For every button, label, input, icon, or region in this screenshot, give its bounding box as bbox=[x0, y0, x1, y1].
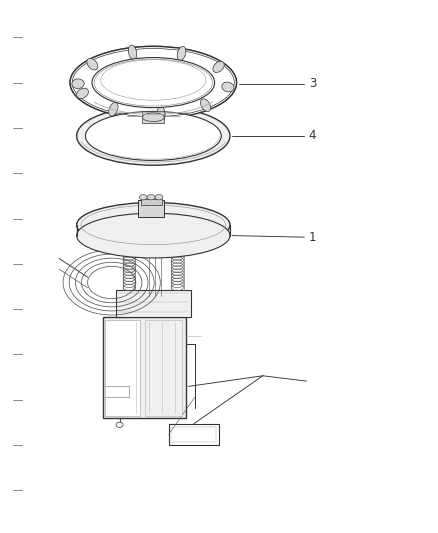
Ellipse shape bbox=[177, 46, 186, 61]
Bar bbox=[169, 424, 219, 445]
Ellipse shape bbox=[201, 99, 211, 111]
Ellipse shape bbox=[77, 203, 230, 247]
Ellipse shape bbox=[155, 195, 163, 200]
Ellipse shape bbox=[72, 79, 84, 88]
Ellipse shape bbox=[222, 82, 234, 92]
Ellipse shape bbox=[109, 102, 118, 116]
Ellipse shape bbox=[92, 58, 215, 108]
Text: 3: 3 bbox=[309, 77, 316, 90]
Bar bbox=[105, 320, 140, 416]
Ellipse shape bbox=[87, 58, 98, 70]
Ellipse shape bbox=[213, 61, 224, 72]
Ellipse shape bbox=[77, 213, 230, 258]
Text: 1: 1 bbox=[309, 231, 316, 244]
Ellipse shape bbox=[70, 46, 237, 119]
Ellipse shape bbox=[128, 45, 137, 60]
Ellipse shape bbox=[139, 195, 147, 200]
Ellipse shape bbox=[85, 111, 221, 160]
Bar bbox=[127, 222, 180, 236]
Ellipse shape bbox=[77, 88, 88, 99]
Ellipse shape bbox=[157, 107, 165, 122]
Ellipse shape bbox=[142, 113, 164, 122]
Ellipse shape bbox=[77, 107, 230, 165]
Bar bbox=[103, 317, 186, 418]
Bar bbox=[116, 290, 191, 317]
Ellipse shape bbox=[70, 46, 237, 119]
Ellipse shape bbox=[116, 422, 123, 427]
Bar bbox=[145, 320, 182, 416]
Text: 4: 4 bbox=[309, 130, 316, 142]
Bar bbox=[141, 199, 162, 205]
Bar bbox=[138, 200, 164, 217]
Bar bbox=[142, 111, 164, 123]
Ellipse shape bbox=[147, 195, 155, 200]
Bar bbox=[171, 427, 216, 442]
